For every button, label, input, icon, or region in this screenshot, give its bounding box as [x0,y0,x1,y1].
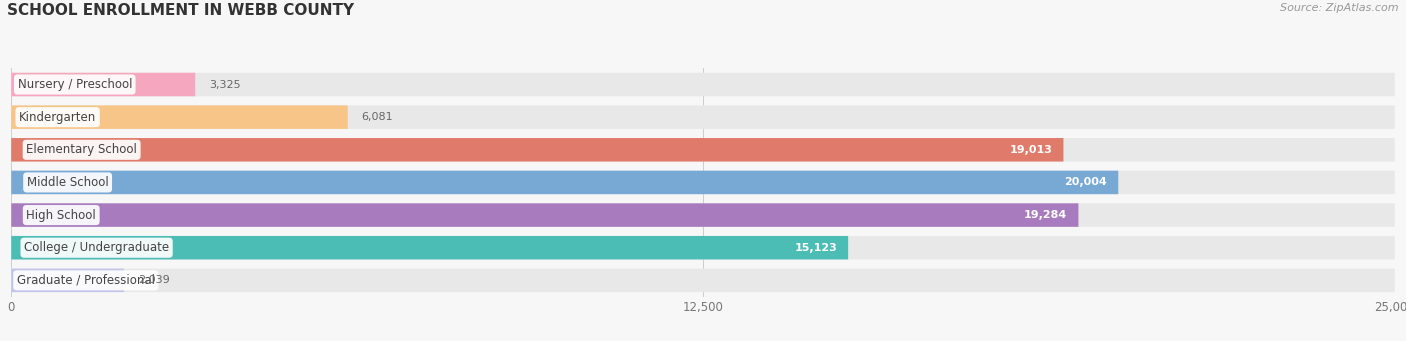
Text: 2,039: 2,039 [138,275,170,285]
FancyBboxPatch shape [11,138,1395,162]
Text: SCHOOL ENROLLMENT IN WEBB COUNTY: SCHOOL ENROLLMENT IN WEBB COUNTY [7,3,354,18]
Text: Source: ZipAtlas.com: Source: ZipAtlas.com [1281,3,1399,13]
Text: High School: High School [27,209,96,222]
FancyBboxPatch shape [11,269,124,292]
Text: Middle School: Middle School [27,176,108,189]
FancyBboxPatch shape [11,236,1395,260]
FancyBboxPatch shape [11,236,848,260]
Text: Elementary School: Elementary School [27,143,136,156]
FancyBboxPatch shape [11,171,1395,194]
Text: 6,081: 6,081 [361,112,394,122]
FancyBboxPatch shape [11,105,347,129]
FancyBboxPatch shape [11,73,1395,96]
Text: 3,325: 3,325 [209,79,240,90]
Text: Graduate / Professional: Graduate / Professional [17,274,155,287]
FancyBboxPatch shape [11,269,1395,292]
Text: 20,004: 20,004 [1064,177,1107,188]
FancyBboxPatch shape [11,73,195,96]
Text: College / Undergraduate: College / Undergraduate [24,241,169,254]
Text: 15,123: 15,123 [794,243,837,253]
FancyBboxPatch shape [11,203,1395,227]
Text: Nursery / Preschool: Nursery / Preschool [17,78,132,91]
Text: 19,284: 19,284 [1024,210,1067,220]
Text: Kindergarten: Kindergarten [20,111,96,124]
Text: 19,013: 19,013 [1010,145,1052,155]
FancyBboxPatch shape [11,105,1395,129]
FancyBboxPatch shape [11,203,1078,227]
FancyBboxPatch shape [11,171,1118,194]
FancyBboxPatch shape [11,138,1063,162]
